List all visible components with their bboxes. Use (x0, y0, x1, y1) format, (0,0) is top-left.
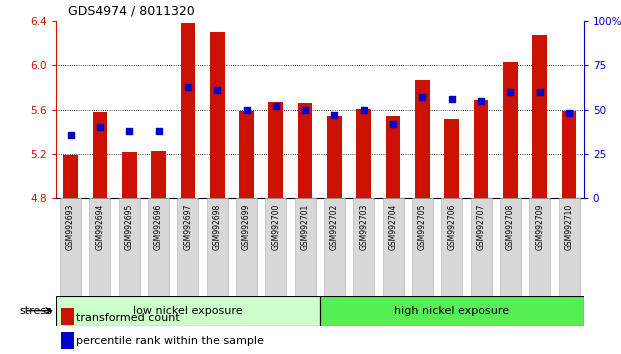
Text: percentile rank within the sample: percentile rank within the sample (76, 336, 264, 346)
Point (330, 112, 340, 118)
Text: GSM992701: GSM992701 (301, 203, 310, 250)
Bar (61, 308, 74, 325)
Point (476, 98, 486, 104)
Text: GSM992705: GSM992705 (418, 203, 427, 250)
FancyBboxPatch shape (320, 296, 584, 326)
Point (124, 128, 134, 134)
Bar (239, 111, 254, 198)
Bar (503, 62, 518, 198)
Text: GSM992693: GSM992693 (66, 203, 75, 250)
FancyBboxPatch shape (383, 198, 404, 301)
FancyBboxPatch shape (119, 198, 140, 301)
Text: GSM992697: GSM992697 (183, 203, 193, 250)
Bar (181, 23, 195, 198)
Text: GDS4974 / 8011320: GDS4974 / 8011320 (68, 5, 195, 18)
FancyBboxPatch shape (353, 198, 374, 301)
FancyBboxPatch shape (471, 198, 492, 301)
Text: GSM992702: GSM992702 (330, 203, 339, 250)
FancyBboxPatch shape (207, 198, 228, 301)
FancyBboxPatch shape (265, 198, 286, 301)
Point (183, 84, 193, 90)
Bar (63, 155, 78, 198)
FancyBboxPatch shape (148, 198, 169, 301)
Point (535, 89, 545, 95)
Point (417, 95, 427, 100)
Bar (327, 116, 342, 198)
Text: transformed count: transformed count (76, 313, 179, 323)
Text: GSM992708: GSM992708 (506, 203, 515, 250)
FancyBboxPatch shape (442, 198, 462, 301)
Bar (122, 152, 137, 198)
Point (505, 89, 515, 95)
FancyBboxPatch shape (178, 198, 198, 301)
Text: high nickel exposure: high nickel exposure (394, 306, 509, 316)
Point (95, 125, 105, 130)
Text: GSM992700: GSM992700 (271, 203, 280, 250)
FancyBboxPatch shape (89, 198, 111, 301)
Text: stress: stress (20, 306, 53, 316)
Point (388, 121, 398, 127)
Point (564, 110, 574, 116)
Point (446, 96, 456, 102)
Point (242, 107, 252, 113)
FancyBboxPatch shape (56, 296, 320, 326)
Bar (415, 80, 430, 198)
Bar (93, 112, 107, 198)
Text: GSM992707: GSM992707 (476, 203, 486, 250)
Point (66, 132, 76, 137)
Bar (445, 119, 459, 198)
FancyBboxPatch shape (412, 198, 433, 301)
Point (212, 87, 222, 93)
FancyBboxPatch shape (529, 198, 550, 301)
Bar (386, 116, 401, 198)
FancyBboxPatch shape (60, 198, 81, 301)
Text: GSM992694: GSM992694 (96, 203, 104, 250)
FancyBboxPatch shape (236, 198, 257, 301)
Text: GSM992704: GSM992704 (389, 203, 397, 250)
Bar (562, 111, 576, 198)
FancyBboxPatch shape (559, 198, 579, 301)
Text: GSM992706: GSM992706 (447, 203, 456, 250)
Text: GSM992709: GSM992709 (535, 203, 544, 250)
Text: GSM992696: GSM992696 (154, 203, 163, 250)
Point (153, 128, 163, 134)
Text: GSM992695: GSM992695 (125, 203, 134, 250)
FancyBboxPatch shape (295, 198, 315, 301)
Bar (532, 34, 547, 198)
Text: GSM992710: GSM992710 (564, 203, 574, 250)
Bar (210, 32, 225, 198)
FancyBboxPatch shape (500, 198, 521, 301)
Text: low nickel exposure: low nickel exposure (133, 306, 243, 316)
Bar (356, 109, 371, 198)
Text: GSM992699: GSM992699 (242, 203, 251, 250)
FancyBboxPatch shape (324, 198, 345, 301)
Point (271, 103, 281, 109)
Text: GSM992698: GSM992698 (212, 203, 222, 250)
Point (300, 107, 310, 113)
Bar (474, 100, 489, 198)
Point (359, 107, 369, 113)
Bar (268, 102, 283, 198)
Bar (151, 151, 166, 198)
Bar (298, 103, 312, 198)
Text: GSM992703: GSM992703 (360, 203, 368, 250)
Bar (61, 332, 74, 349)
